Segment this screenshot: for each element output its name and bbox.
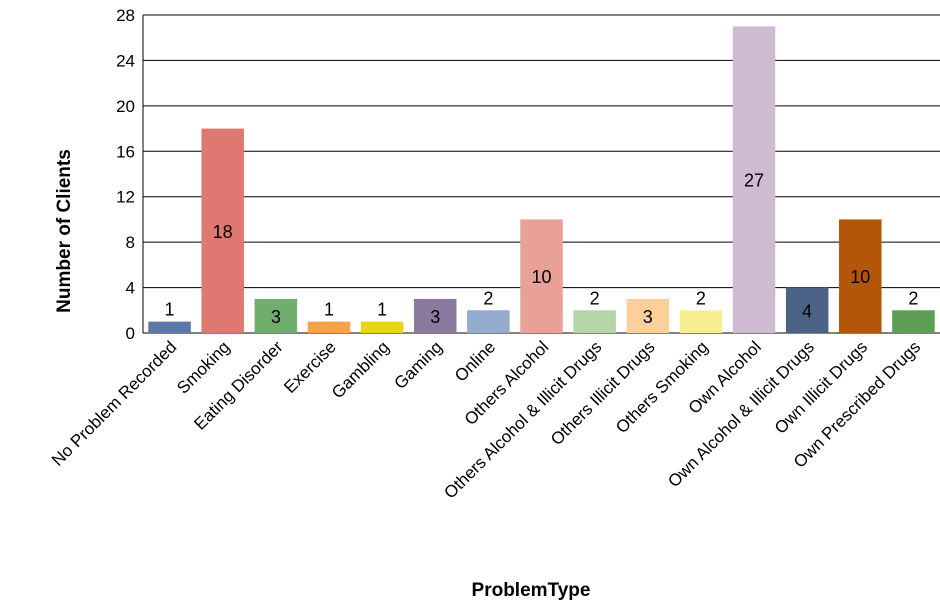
x-tick-label: No Problem Recorded — [48, 337, 180, 469]
data-label: 3 — [430, 307, 440, 327]
data-label: 1 — [377, 300, 387, 320]
y-tick-label: 28 — [116, 6, 135, 25]
bar — [307, 321, 351, 333]
bar — [520, 219, 563, 333]
x-tick-label: Gambling — [328, 337, 393, 402]
y-tick-label: 4 — [126, 279, 135, 298]
x-axis-title: ProblemType — [472, 580, 591, 601]
bar — [360, 321, 404, 333]
data-label: 4 — [802, 301, 812, 321]
bars — [148, 26, 935, 333]
data-label: 27 — [744, 171, 764, 191]
y-axis-ticks: 0 4 8 12 16 20 24 28 — [116, 6, 135, 343]
data-label: 10 — [531, 267, 551, 287]
x-tick-label: Online — [451, 337, 499, 385]
bar — [573, 310, 616, 333]
data-label: 2 — [590, 288, 600, 308]
bar — [413, 298, 457, 333]
bar — [679, 310, 723, 333]
bar — [785, 287, 829, 333]
y-tick-label: 8 — [126, 233, 135, 252]
bar — [892, 310, 935, 333]
data-label: 2 — [696, 288, 706, 308]
data-label: 3 — [271, 307, 281, 327]
data-label: 18 — [213, 222, 233, 242]
y-axis-title: Number of Clients — [54, 149, 75, 313]
data-label: 1 — [165, 300, 175, 320]
data-label: 2 — [483, 288, 493, 308]
data-label: 2 — [908, 288, 918, 308]
x-tick-label: Gaming — [391, 337, 447, 393]
bar — [467, 310, 510, 333]
bar — [254, 298, 298, 333]
bar — [732, 26, 776, 333]
bar — [201, 128, 244, 333]
data-label: 1 — [324, 300, 334, 320]
x-tick-label: Own Illicit Drugs — [771, 337, 871, 437]
y-tick-label: 0 — [126, 324, 135, 343]
bar — [148, 321, 191, 333]
data-label: 3 — [643, 307, 653, 327]
y-tick-label: 20 — [116, 97, 135, 116]
bar — [839, 219, 882, 333]
y-tick-label: 12 — [116, 188, 135, 207]
data-labels: 1 18 3 1 1 3 2 10 2 3 2 27 4 10 2 — [165, 171, 919, 327]
y-tick-label: 24 — [116, 51, 135, 70]
x-tick-label: Others Smoking — [612, 337, 712, 437]
y-tick-label: 16 — [116, 142, 135, 161]
bar — [626, 298, 670, 333]
data-label: 10 — [850, 267, 870, 287]
